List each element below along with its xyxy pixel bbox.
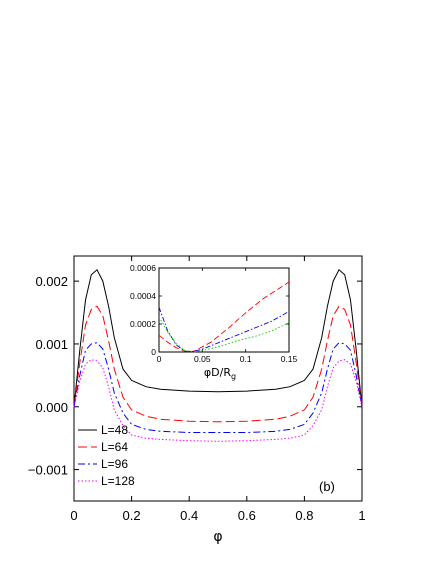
inset-plot-frame (158, 267, 290, 353)
x-axis-label: φ (213, 529, 222, 545)
inset-y-tick-label: 0.0006 (130, 263, 156, 273)
inset-x-axis-label-subscript: g (231, 372, 236, 381)
inset-x-tick-label: 0.05 (194, 354, 211, 364)
main-plot-frame (73, 255, 363, 502)
legend-label: L=64 (101, 440, 128, 454)
inset-x-axis-label: φD/Rg (204, 366, 236, 381)
series-line-l-128 (73, 359, 363, 442)
series-line-l-48 (73, 269, 363, 407)
panel-label: (b) (319, 479, 335, 494)
inset-y-tick-label: 0.0002 (130, 319, 156, 329)
x-tick-label: 0.8 (295, 508, 313, 523)
inset-x-tick-label: 0 (157, 354, 162, 364)
y-tick-label: 0.001 (35, 337, 68, 352)
legend-label: L=48 (101, 423, 128, 437)
x-tick-label: 0 (70, 508, 77, 523)
series-line-l-96 (73, 342, 363, 433)
x-tick-label: 0.4 (180, 508, 198, 523)
legend-label: L=96 (101, 457, 128, 471)
y-tick-label: 0.000 (35, 400, 68, 415)
series-line-l-64 (73, 305, 363, 423)
x-tick-label: 1 (358, 508, 365, 523)
inset-y-tick-label: 0.0004 (130, 291, 156, 301)
y-tick-label: 0.002 (35, 274, 68, 289)
inset-x-tick-label: 0.1 (240, 354, 252, 364)
inset-x-axis-label-main: φD/R (204, 366, 231, 379)
inset-y-tick-label: 0 (151, 347, 156, 357)
legend-label: L=128 (101, 474, 135, 488)
inset-series-line-2 (158, 316, 290, 353)
inset-chart: 0 0.05 0.1 0.15 0 0.0002 0.0004 0.0006 φD/Rg (130, 263, 298, 381)
inset-series-line-1 (158, 307, 290, 352)
main-chart: 0 0.2 0.4 0.6 0.8 1 −0.001 0.000 0.001 0.002 φ L=48… (28, 255, 366, 545)
y-tick-label: −0.001 (28, 463, 68, 478)
inset-series-line-0 (158, 281, 290, 352)
inset-x-tick-label: 0.15 (281, 354, 298, 364)
x-tick-label: 0.2 (123, 508, 141, 523)
x-tick-label: 0.6 (238, 508, 256, 523)
